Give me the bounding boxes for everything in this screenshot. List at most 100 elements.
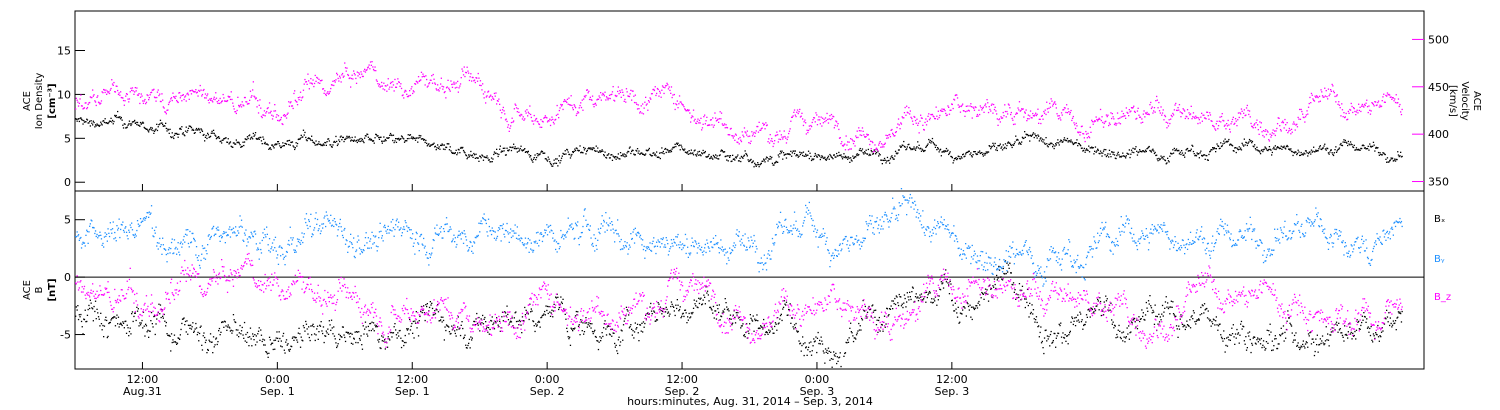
velocity-point	[390, 81, 392, 83]
bx-point	[190, 328, 193, 330]
velocity-point	[1108, 124, 1110, 127]
density-point	[873, 149, 875, 151]
velocity-point	[147, 94, 149, 97]
bx-point	[609, 334, 611, 336]
density-point	[597, 151, 600, 153]
density-point	[790, 150, 792, 152]
density-point	[1351, 144, 1353, 146]
velocity-point	[347, 73, 349, 76]
density-point	[872, 152, 875, 155]
velocity-point	[1262, 134, 1264, 137]
velocity-point	[626, 91, 628, 93]
density-point	[651, 155, 653, 157]
velocity-point	[520, 113, 522, 116]
velocity-point	[566, 98, 569, 100]
velocity-point	[628, 95, 631, 98]
velocity-point	[86, 108, 88, 110]
density-point	[452, 152, 454, 154]
bx-point	[390, 331, 392, 334]
velocity-point	[1205, 118, 1207, 120]
density-point	[517, 147, 519, 149]
bx-point	[872, 311, 875, 313]
velocity-point	[903, 117, 905, 119]
density-point	[595, 145, 597, 147]
density-point	[898, 149, 900, 151]
velocity-point	[121, 97, 123, 99]
bx-point	[781, 319, 783, 322]
velocity-point	[313, 85, 315, 88]
bx-point	[788, 309, 791, 311]
velocity-point	[1251, 126, 1254, 128]
density-point	[291, 141, 294, 143]
bx-point	[716, 304, 718, 306]
top-left-tick-label: 15	[57, 45, 71, 58]
bx-point	[296, 341, 299, 343]
density-point	[1063, 139, 1065, 141]
density-point	[973, 151, 976, 153]
bx-point	[667, 311, 670, 313]
bx-point	[776, 329, 778, 331]
bx-point	[287, 343, 289, 345]
bx-point	[336, 345, 339, 347]
velocity-point	[425, 75, 427, 77]
velocity-point	[954, 94, 956, 97]
velocity-point	[614, 100, 616, 102]
density-point	[178, 133, 180, 135]
bx-point	[793, 328, 795, 330]
density-point	[166, 130, 168, 132]
bx-point	[482, 323, 485, 325]
density-point	[1274, 148, 1276, 150]
velocity-point	[668, 86, 670, 88]
velocity-point	[1130, 110, 1132, 112]
density-point	[830, 156, 833, 158]
density-point	[672, 146, 674, 149]
density-point	[1241, 142, 1243, 144]
bx-point	[307, 333, 309, 335]
velocity-point	[1192, 112, 1195, 114]
density-point	[440, 144, 442, 147]
bx-point	[261, 340, 263, 343]
density-point	[1249, 140, 1251, 142]
density-point	[690, 152, 692, 154]
velocity-point	[630, 89, 632, 91]
velocity-point	[1053, 102, 1055, 104]
velocity-point	[875, 147, 878, 149]
density-point	[587, 148, 589, 150]
density-point	[1179, 151, 1181, 153]
top-right-tick-label: 500	[1428, 33, 1449, 46]
velocity-point	[784, 135, 786, 138]
bx-point	[880, 323, 883, 326]
velocity-point	[574, 105, 576, 107]
density-point	[819, 155, 821, 157]
bx-point	[595, 336, 597, 338]
velocity-point	[531, 120, 533, 122]
velocity-point	[896, 126, 898, 129]
density-point	[327, 138, 329, 140]
bx-point	[385, 341, 387, 343]
bx-point	[721, 312, 723, 314]
density-point	[325, 142, 327, 144]
density-point	[1195, 155, 1198, 157]
velocity-point	[1230, 123, 1232, 125]
density-point	[1003, 147, 1005, 150]
velocity-point	[1152, 112, 1154, 114]
velocity-point	[1126, 111, 1128, 114]
density-point	[1308, 151, 1310, 153]
velocity-point	[449, 90, 451, 92]
bx-point	[108, 322, 111, 324]
density-point	[988, 145, 990, 147]
velocity-point	[553, 123, 555, 125]
velocity-point	[1362, 105, 1364, 107]
velocity-point	[906, 105, 908, 107]
velocity-point	[1220, 115, 1223, 118]
density-point	[784, 153, 786, 156]
bx-point	[811, 350, 813, 352]
velocity-point	[650, 93, 653, 95]
bx-point	[77, 305, 79, 307]
density-point	[591, 149, 594, 151]
bx-point	[222, 321, 224, 323]
velocity-point	[1171, 115, 1173, 118]
bx-point	[1014, 289, 1016, 291]
bx-point	[458, 328, 460, 330]
density-point	[893, 158, 895, 160]
